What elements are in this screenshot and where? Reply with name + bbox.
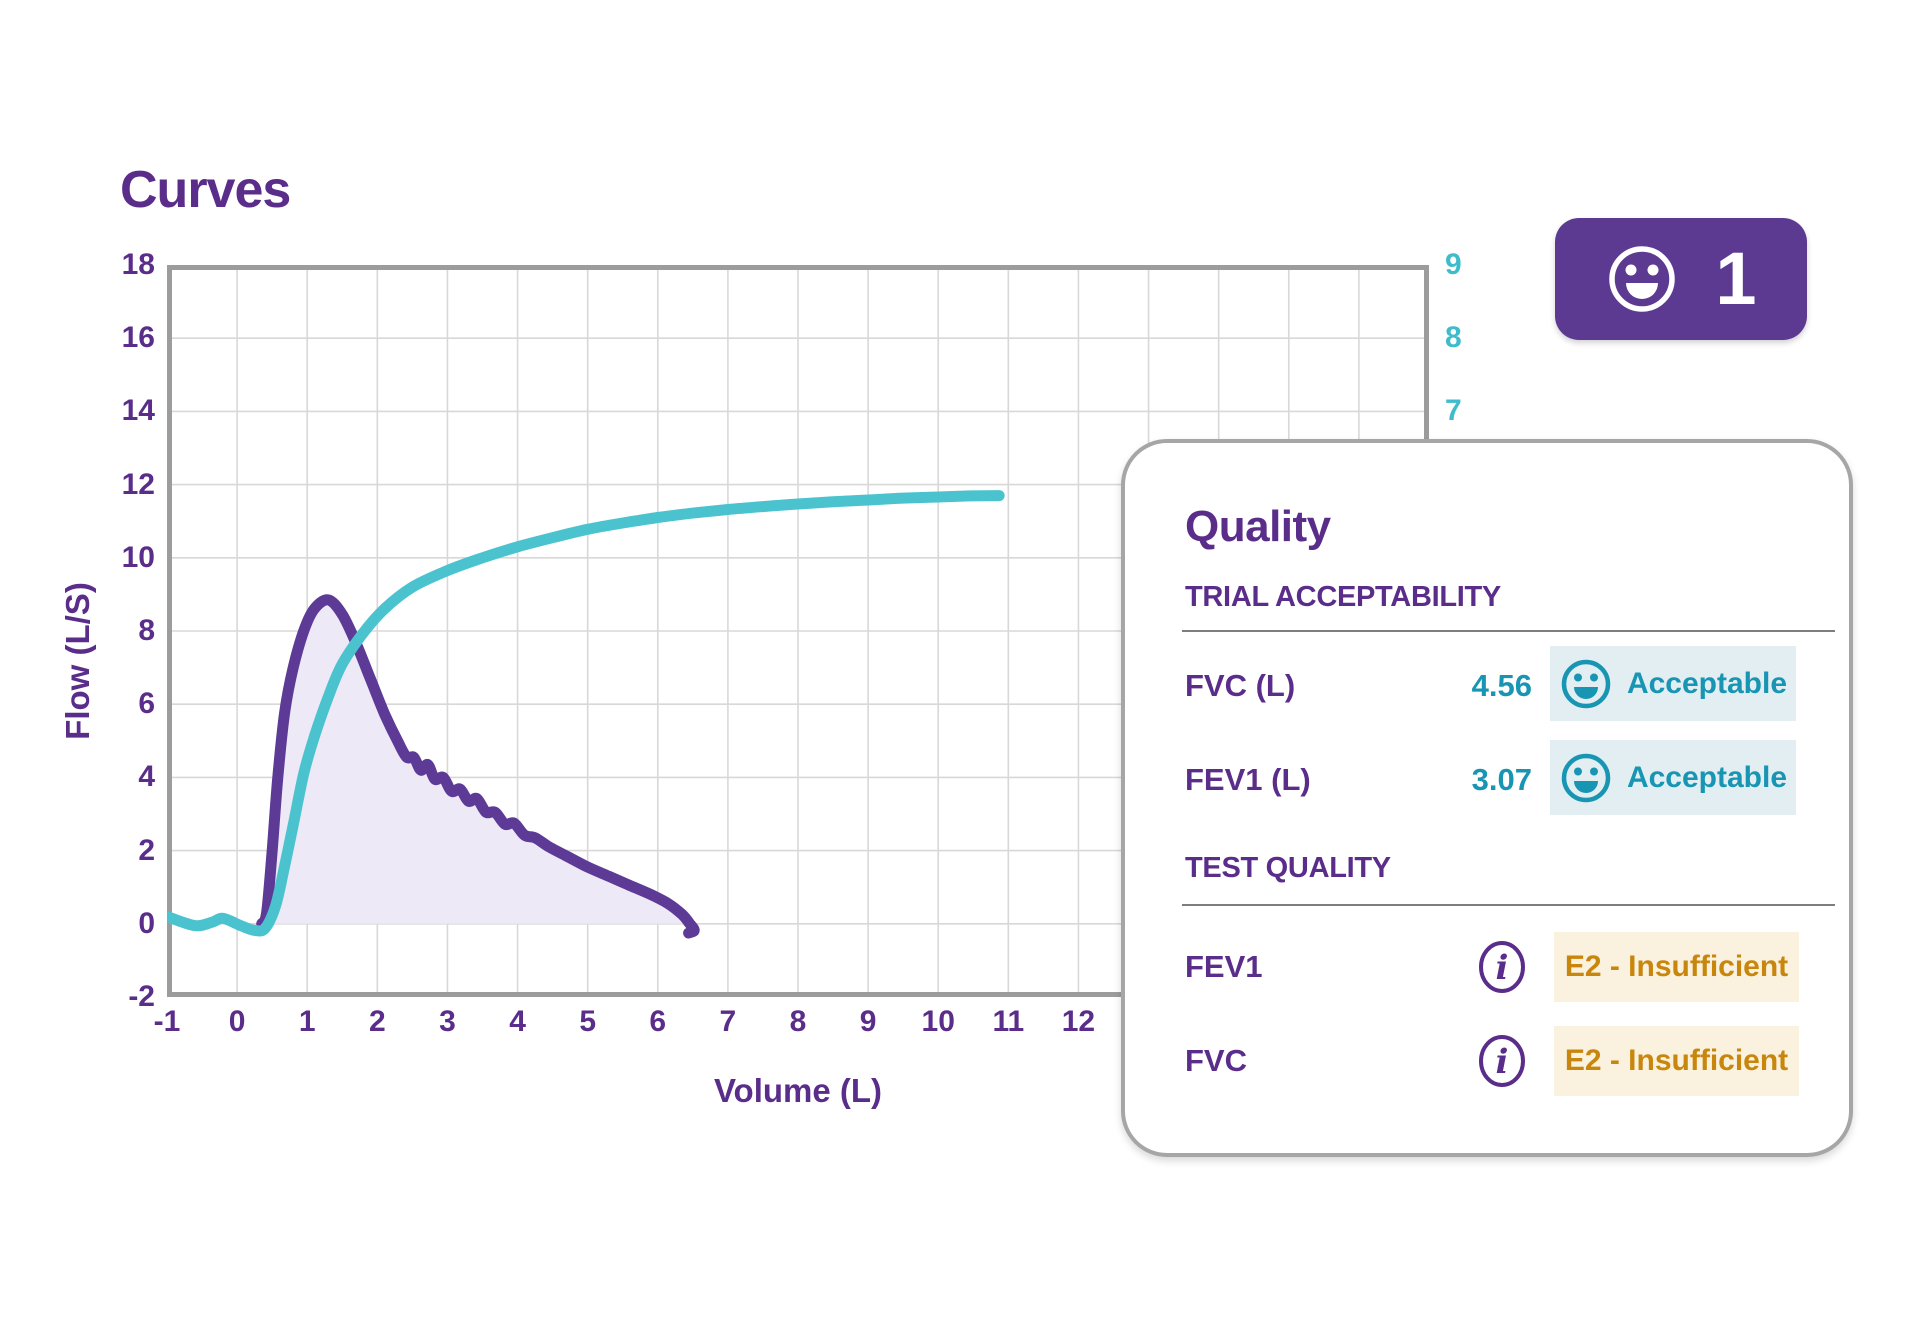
trial-count: 1 [1715,237,1757,320]
y-tick-label: -2 [128,980,155,1013]
x-tick-label: 12 [1061,1005,1096,1038]
status-text: Acceptable [1626,666,1788,700]
y-tick-label: 0 [138,906,155,940]
y-tick-label: 2 [138,833,155,867]
metric-value-fev1: 3.07 [1471,762,1532,797]
quality-panel: Quality TRIAL ACCEPTABILITY FVC (L) 4.56… [1121,439,1853,1157]
x-tick-label: 8 [789,1005,807,1038]
x-tick-label: 1 [298,1005,316,1038]
x-tick-label: 11 [992,1005,1025,1038]
section-divider [1182,904,1835,906]
x-tick-label: 6 [649,1005,667,1038]
trial-count-badge[interactable]: 1 [1555,218,1807,340]
section-heading-test-quality: TEST QUALITY [1185,852,1391,884]
y-tick-label: 18 [121,248,155,281]
y-tick-label: 14 [121,394,155,428]
right-tick-label: 9 [1445,248,1462,281]
y-tick-label: 16 [121,321,155,355]
status-text: E2 - Insufficient [1564,1044,1789,1077]
status-badge-fev1-acceptable: Acceptable [1550,740,1796,815]
metric-value-fvc: 4.56 [1471,668,1532,703]
status-text: E2 - Insufficient [1564,950,1789,983]
test-quality-label-fev1: FEV1 [1185,949,1263,984]
smiley-icon [1561,753,1611,802]
test-quality-label-fvc: FVC [1185,1043,1247,1078]
info-icon[interactable]: i [1475,940,1529,994]
status-badge-fev1-insufficient: E2 - Insufficient [1554,932,1799,1002]
status-text: Acceptable [1626,760,1788,794]
x-tick-label: 10 [921,1005,955,1038]
smiley-icon [1609,246,1676,312]
svg-text:i: i [1496,1042,1509,1082]
x-tick-label: 0 [228,1005,246,1038]
metric-label-fev1: FEV1 (L) [1185,762,1311,797]
x-tick-label: -1 [153,1005,181,1038]
volume-time-curve [161,490,1005,937]
status-badge-fvc-insufficient: E2 - Insufficient [1554,1026,1799,1096]
info-icon[interactable]: i [1475,1034,1529,1088]
y-tick-label: 12 [121,467,155,501]
quality-panel-title: Quality [1185,502,1331,551]
y-tick-label: 6 [138,687,155,721]
flow-volume-fill [261,599,690,924]
smiley-icon [1561,659,1611,708]
x-tick-label: 7 [719,1005,737,1038]
svg-text:i: i [1496,948,1509,988]
status-badge-fvc-acceptable: Acceptable [1550,646,1796,721]
x-tick-label: 2 [368,1005,386,1038]
y-tick-label: 8 [138,614,155,647]
y-tick-label: 10 [121,540,155,574]
metric-label-fvc: FVC (L) [1185,668,1296,703]
x-tick-label: 3 [439,1005,456,1038]
page-title: Curves [120,161,291,219]
x-tick-label: 4 [509,1005,526,1038]
x-tick-label: 9 [859,1005,877,1038]
section-heading-trial-acceptability: TRIAL ACCEPTABILITY [1185,581,1501,613]
right-tick-label: 7 [1445,394,1462,428]
right-tick-label: 8 [1445,321,1462,355]
y-tick-label: 4 [138,760,155,794]
x-axis-title: Volume (L) [713,1072,883,1109]
flow-volume-loop-curve [256,594,700,939]
section-divider [1182,630,1835,632]
x-tick-label: 5 [579,1005,596,1038]
